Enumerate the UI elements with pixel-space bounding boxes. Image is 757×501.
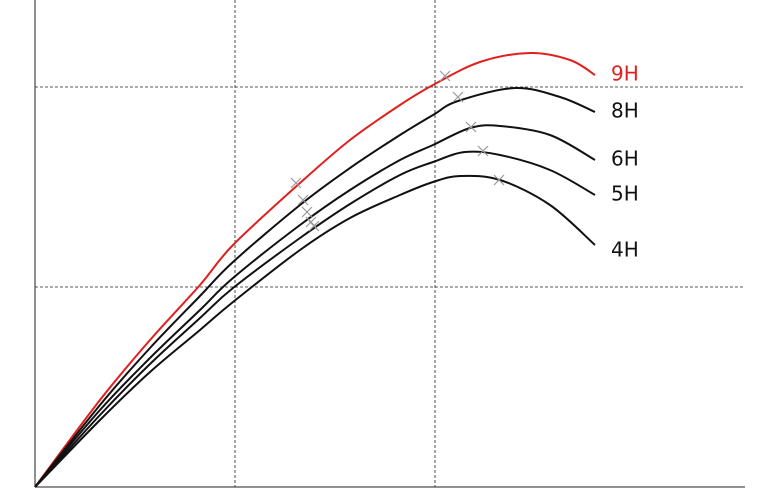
trajectory-line (34, 86, 596, 488)
series-label: 8H (611, 99, 639, 123)
trajectory-line (34, 174, 596, 488)
x-marker (452, 91, 464, 103)
series-label: 6H (611, 147, 639, 171)
x-marker (477, 145, 489, 157)
trajectory-line (34, 51, 596, 488)
x-marker (301, 206, 313, 218)
x-marker (308, 220, 320, 232)
x-marker (439, 70, 451, 82)
x-marker (290, 177, 302, 189)
series-label: 9H (611, 62, 639, 86)
series-label: 5H (611, 182, 639, 206)
x-marker (493, 174, 505, 186)
trajectory-line (34, 124, 596, 488)
trajectory-line (34, 150, 596, 488)
x-marker (297, 194, 309, 206)
x-marker (465, 121, 477, 133)
series-label: 4H (611, 238, 639, 262)
